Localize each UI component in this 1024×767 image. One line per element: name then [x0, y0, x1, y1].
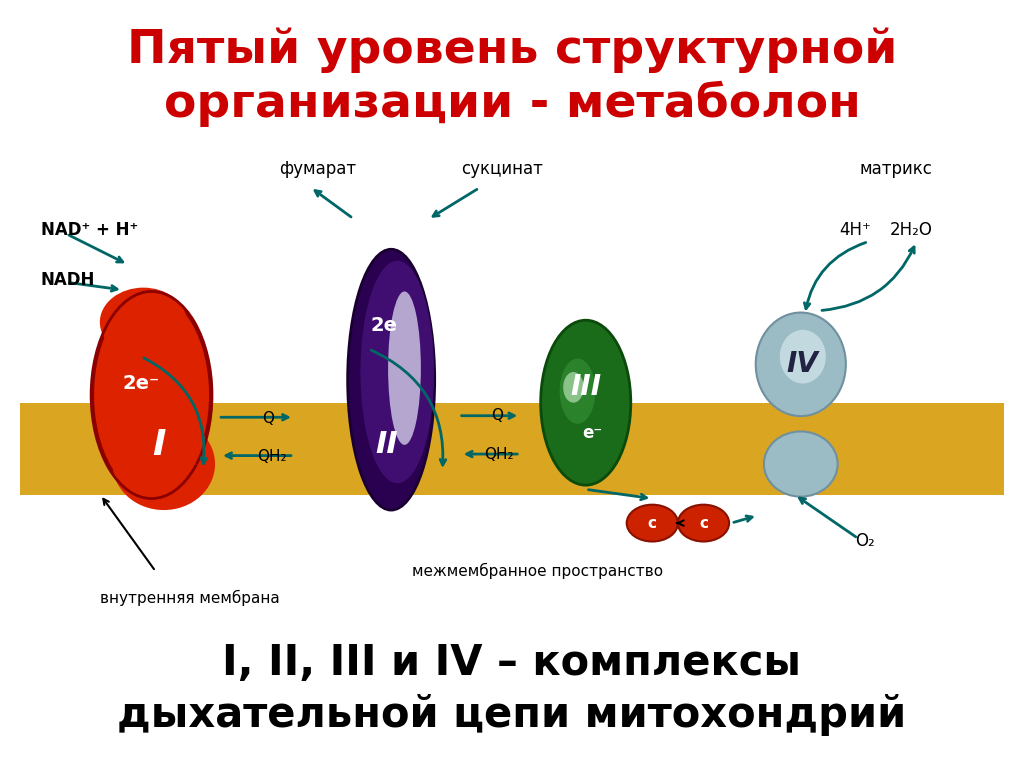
Text: 2H₂O: 2H₂O: [890, 221, 933, 239]
Ellipse shape: [541, 321, 631, 486]
Text: IV: IV: [786, 351, 819, 378]
Ellipse shape: [92, 294, 211, 497]
Text: QH₂: QH₂: [484, 446, 513, 462]
Ellipse shape: [756, 313, 846, 416]
Text: c: c: [699, 515, 708, 531]
Text: III: III: [570, 374, 601, 401]
Text: сукцинат: сукцинат: [461, 160, 543, 178]
Text: дыхательной цепи митохондрий: дыхательной цепи митохондрий: [118, 694, 906, 736]
Text: 2e⁻: 2e⁻: [123, 374, 160, 393]
Text: I, II, III и IV – комплексы: I, II, III и IV – комплексы: [222, 643, 802, 684]
Text: QH₂: QH₂: [258, 449, 287, 464]
Text: фумарат: фумарат: [279, 160, 356, 178]
Text: межмембранное пространство: межмембранное пространство: [412, 563, 664, 580]
Text: NAD⁺ + H⁺: NAD⁺ + H⁺: [41, 221, 138, 239]
Ellipse shape: [348, 249, 435, 510]
Text: NADH: NADH: [41, 271, 95, 289]
Text: организации - метаболон: организации - метаболон: [164, 81, 860, 127]
Ellipse shape: [360, 261, 434, 483]
Ellipse shape: [100, 288, 187, 357]
Text: внутренняя мембрана: внутренняя мембрана: [99, 590, 280, 607]
Ellipse shape: [563, 372, 584, 403]
Text: Q: Q: [262, 410, 274, 426]
Ellipse shape: [559, 359, 595, 423]
Text: матрикс: матрикс: [859, 160, 933, 178]
Text: 4H⁺: 4H⁺: [839, 221, 871, 239]
Ellipse shape: [388, 291, 421, 445]
Ellipse shape: [780, 330, 825, 384]
Text: Пятый уровень структурной: Пятый уровень структурной: [127, 27, 897, 73]
Text: II: II: [376, 430, 398, 459]
Text: I: I: [152, 428, 166, 462]
Ellipse shape: [678, 505, 729, 542]
Text: e⁻: e⁻: [582, 424, 602, 443]
Text: O₂: O₂: [855, 532, 876, 550]
Text: Q: Q: [490, 408, 503, 423]
Bar: [20, 403, 1004, 495]
Ellipse shape: [627, 505, 678, 542]
Text: 2e: 2e: [371, 317, 397, 335]
Ellipse shape: [113, 418, 215, 510]
Text: c: c: [648, 515, 656, 531]
Ellipse shape: [764, 431, 838, 497]
